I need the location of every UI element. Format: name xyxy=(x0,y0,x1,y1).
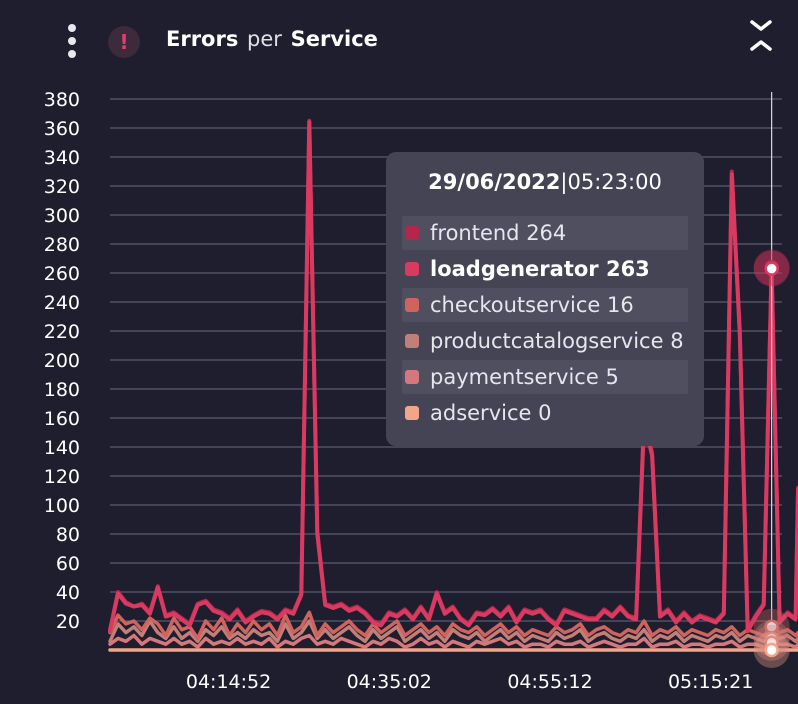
series-line-paymentservice xyxy=(108,633,798,649)
y-tick-label: 360 xyxy=(44,118,80,140)
y-tick-label: 20 xyxy=(56,611,80,633)
legend-swatch xyxy=(405,298,419,312)
title-word-per: per xyxy=(247,27,282,51)
x-tick-label: 04:55:12 xyxy=(507,671,592,693)
chart-tooltip: 29/06/2022|05:23:00 frontend 264 loadgen… xyxy=(386,152,704,446)
kebab-menu-icon[interactable] xyxy=(64,24,80,58)
hover-marker xyxy=(764,642,779,658)
y-tick-label: 120 xyxy=(44,466,80,488)
y-tick-label: 160 xyxy=(44,408,80,430)
legend-swatch xyxy=(405,334,419,348)
y-tick-label: 40 xyxy=(56,582,80,604)
legend-swatch xyxy=(405,226,419,240)
x-tick-label: 04:14:52 xyxy=(186,671,271,693)
y-tick-label: 80 xyxy=(56,524,80,546)
y-tick-label: 100 xyxy=(44,495,80,517)
y-tick-label: 300 xyxy=(44,205,80,227)
panel-header: ! Errors per Service xyxy=(0,0,798,82)
x-tick-label: 04:35:02 xyxy=(347,671,432,693)
y-tick-label: 380 xyxy=(44,89,80,111)
y-tick-label: 140 xyxy=(44,437,80,459)
tooltip-row-label: frontend 264 xyxy=(430,221,567,245)
y-axis: 20 40 60 80 100 120 140 160 180 200 220 240 260 280 30… xyxy=(44,89,80,633)
tooltip-row-productcatalogservice: productcatalogservice 8 xyxy=(402,324,688,358)
tooltip-header: 29/06/2022|05:23:00 xyxy=(386,170,704,194)
x-axis: 04:14:52 04:35:02 04:55:12 05:15:21 xyxy=(186,671,753,693)
y-tick-label: 280 xyxy=(44,234,80,256)
y-tick-label: 240 xyxy=(44,292,80,314)
tooltip-row-label: productcatalogservice 8 xyxy=(430,329,684,353)
legend-swatch xyxy=(405,406,419,420)
tooltip-row-label: paymentservice 5 xyxy=(430,365,619,389)
y-tick-label: 200 xyxy=(44,350,80,372)
y-tick-label: 340 xyxy=(44,147,80,169)
tooltip-row-checkoutservice: checkoutservice 16 xyxy=(402,288,688,322)
y-tick-label: 260 xyxy=(44,263,80,285)
collapse-expand-icon[interactable] xyxy=(746,18,776,54)
y-tick-label: 60 xyxy=(56,553,80,575)
y-tick-label: 320 xyxy=(44,176,80,198)
series-line-checkoutservice xyxy=(108,610,798,644)
legend-swatch xyxy=(405,262,419,276)
tooltip-row-label: adservice 0 xyxy=(430,401,552,425)
tooltip-time: 05:23:00 xyxy=(567,170,662,194)
y-tick-label: 220 xyxy=(44,321,80,343)
hover-marker xyxy=(764,261,779,276)
tooltip-row-loadgenerator: loadgenerator 263 xyxy=(402,252,688,286)
x-tick-label: 05:15:21 xyxy=(668,671,753,693)
tooltip-row-paymentservice: paymentservice 5 xyxy=(402,360,688,394)
panel-title: Errors per Service xyxy=(166,27,378,51)
series-line-productcatalogservice xyxy=(108,619,798,646)
hover-indicator xyxy=(753,92,790,668)
tooltip-date: 29/06/2022 xyxy=(428,170,561,194)
tooltip-row-label: loadgenerator 263 xyxy=(430,257,650,281)
tooltip-row-frontend: frontend 264 xyxy=(402,216,688,250)
tooltip-separator: | xyxy=(560,170,568,194)
title-word-errors: Errors xyxy=(166,27,239,51)
series-lines xyxy=(108,118,798,652)
legend-swatch xyxy=(405,370,419,384)
series-line-loadgenerator xyxy=(108,120,798,634)
exclamation-icon: ! xyxy=(108,26,140,58)
tooltip-row-adservice: adservice 0 xyxy=(402,396,688,430)
title-word-service: Service xyxy=(290,27,378,51)
tooltip-row-label: checkoutservice 16 xyxy=(430,293,634,317)
y-tick-label: 180 xyxy=(44,379,80,401)
